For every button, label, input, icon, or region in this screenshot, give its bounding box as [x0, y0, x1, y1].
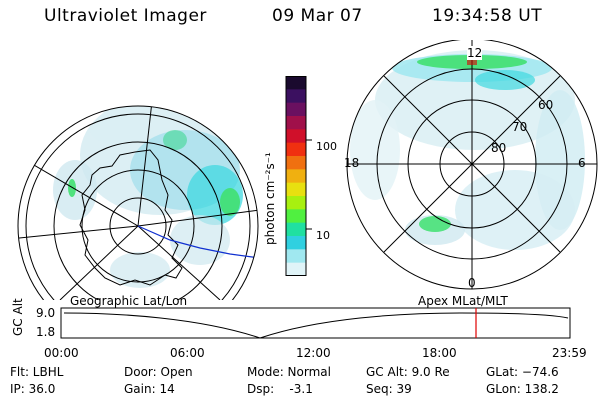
colorbar-swatch [286, 102, 306, 117]
colorbar-tick-10: 10 [316, 229, 330, 242]
observation-time: 19:34:58 UT [432, 6, 543, 26]
glat-status: GLat: −74.6 [486, 365, 559, 379]
colorbar-swatch [286, 129, 306, 144]
mlt-label-12: 12 [467, 46, 483, 60]
colorbar-swatch [286, 222, 306, 237]
colorbar-swatch [286, 156, 306, 170]
intensity-colorbar [285, 76, 312, 276]
mlt-label-0: 0 [468, 276, 476, 290]
colorbar-swatch [286, 262, 306, 276]
colorbar-swatch [286, 142, 306, 157]
mode-status: Mode: Normal [247, 365, 331, 379]
geographic-polar-image [17, 105, 259, 300]
colorbar-swatch [286, 196, 306, 210]
timeline-x-tick-3: 18:00 [422, 346, 457, 360]
colorbar-swatch [286, 76, 306, 90]
ip-status: IP: 36.0 [10, 382, 56, 396]
colorbar-frame [285, 76, 307, 276]
mlt-label-6: 6 [578, 156, 586, 170]
altitude-timeline-plot [60, 307, 571, 339]
timeline-x-tick-1: 06:00 [170, 346, 205, 360]
timeline-x-tick-4: 23:59 [552, 346, 587, 360]
mlat-label-60: 60 [538, 98, 554, 112]
geographic-panel-label: Geographic Lat/Lon [70, 294, 188, 308]
timeline-x-tick-2: 12:00 [296, 346, 331, 360]
gain-status: Gain: 14 [124, 382, 175, 396]
filter-status: Flt: LBHL [10, 365, 64, 379]
colorbar-swatch [286, 236, 306, 250]
timeline-y-tick-low: 1.8 [36, 325, 56, 339]
seq-status: Seq: 39 [366, 382, 412, 396]
dsp-status: Dsp: -3.1 [247, 382, 313, 396]
timeline-x-tick-0: 00:00 [44, 346, 79, 360]
colorbar-swatch [286, 116, 306, 130]
observation-date: 09 Mar 07 [272, 6, 363, 26]
instrument-title: Ultraviolet Imager [44, 6, 207, 26]
door-status: Door: Open [124, 365, 193, 379]
mlat-label-80: 80 [491, 141, 507, 155]
gc-alt-status: GC Alt: 9.0 Re [366, 365, 450, 379]
apex-polar-image [346, 40, 598, 290]
colorbar-swatch [286, 209, 306, 224]
colorbar-swatch [286, 249, 306, 264]
timeline-y-tick-high: 9.0 [36, 306, 56, 320]
colorbar-unit-label: photon cm⁻²s⁻¹ [263, 152, 277, 245]
timeline-y-axis-label: GC Alt [11, 298, 25, 336]
mlt-label-18: 18 [344, 156, 360, 170]
colorbar-tick-100: 100 [316, 140, 337, 153]
glon-status: GLon: 138.2 [486, 382, 559, 396]
colorbar-swatch [286, 89, 306, 104]
colorbar-swatch [286, 182, 306, 197]
apex-panel-label: Apex MLat/MLT [418, 294, 508, 308]
mlat-label-70: 70 [512, 120, 528, 134]
colorbar-swatch [286, 169, 306, 184]
